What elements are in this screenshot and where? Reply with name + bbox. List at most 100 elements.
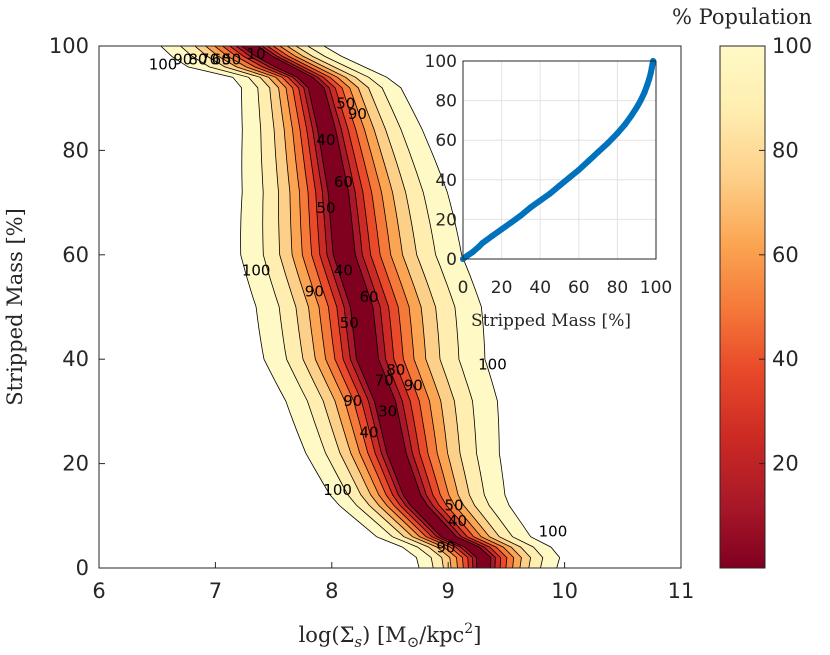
contour-label: 30 <box>378 403 397 421</box>
contour-fill <box>160 46 561 568</box>
contour-label: 100 <box>478 356 507 374</box>
inset-point <box>644 81 651 88</box>
inset-x-axis: 0 20 40 60 80 100 <box>458 278 673 298</box>
contour-label: 90 <box>404 377 423 395</box>
contour-band-20 <box>240 46 492 568</box>
y-tick-label: 40 <box>62 347 89 371</box>
inset-point <box>469 249 476 256</box>
colorbar-tick-label: 100 <box>772 34 812 58</box>
inset-x-tick-label: 100 <box>640 278 672 298</box>
contour-label: 100 <box>539 523 568 541</box>
inset-point <box>463 253 470 260</box>
colorbar-title: % Population <box>672 5 812 29</box>
contour-label: 60 <box>360 288 379 306</box>
xlabel-sub: s <box>354 633 362 651</box>
inset-point <box>633 104 640 111</box>
inset-point <box>517 212 524 219</box>
inset-point <box>614 130 621 137</box>
x-tick-label: 6 <box>92 579 105 603</box>
y-axis: 0 20 40 60 80 100 <box>49 34 105 580</box>
inset-point <box>475 244 482 251</box>
inset-point <box>627 113 634 120</box>
contour-label: 70 <box>200 50 219 68</box>
xlabel-sup: 2 <box>464 621 473 637</box>
colorbar-tick-label: 60 <box>772 243 799 267</box>
inset-point <box>488 233 495 240</box>
contour-label: 90 <box>343 392 362 410</box>
inset-plot: 0 20 40 60 80 100 0 20 40 60 80 100 Stripped Mass … <box>425 52 673 331</box>
xlabel-sun: ⊙ <box>407 633 420 651</box>
inset-point <box>537 197 544 204</box>
inset-point <box>527 204 534 211</box>
x-tick-label: 8 <box>325 579 338 603</box>
colorbar-ticks: 20 40 60 80 100 <box>759 34 812 476</box>
contour-label: 50 <box>222 50 241 68</box>
y-tick-label: 60 <box>62 243 89 267</box>
inset-point <box>622 121 629 128</box>
contour-label: 90 <box>348 105 367 123</box>
inset-y-tick-label: 80 <box>435 92 457 112</box>
inset-x-tick-label: 40 <box>529 278 551 298</box>
inset-point <box>479 240 486 247</box>
inset-x-tick-label: 20 <box>491 278 513 298</box>
inset-x-tick-label: 0 <box>458 278 469 298</box>
inset-x-tick-label: 60 <box>568 278 590 298</box>
contour-label: 100 <box>323 481 352 499</box>
inset-point <box>585 157 592 164</box>
x-tick-label: 10 <box>551 579 578 603</box>
inset-point <box>498 226 505 233</box>
y-tick-label: 100 <box>49 34 89 58</box>
y-tick-label: 80 <box>62 138 89 162</box>
x-tick-label: 11 <box>668 579 695 603</box>
inset-frame <box>462 60 657 260</box>
contour-label: 50 <box>444 497 463 515</box>
inset-x-axis-label: Stripped Mass [%] <box>471 311 631 331</box>
contour-label: 80 <box>386 361 405 379</box>
contour-label: 40 <box>334 262 353 280</box>
contour-label: 50 <box>316 199 335 217</box>
contour-label: 40 <box>448 512 467 530</box>
xlabel-part-b: ) [M <box>362 623 407 647</box>
inset-point <box>637 97 644 104</box>
inset-point <box>566 174 573 181</box>
colorbar-tick-label: 40 <box>772 347 799 371</box>
colorbar: 20 40 60 80 100 % Population <box>672 5 812 569</box>
inset-point <box>508 219 515 226</box>
inset-point <box>575 166 582 173</box>
contour-label: 70 <box>375 371 394 389</box>
inset-x-tick-label: 80 <box>607 278 629 298</box>
inset-point <box>641 89 648 96</box>
inset-y-tick-label: 60 <box>435 131 457 151</box>
x-axis-label: log(Σs) [M⊙/kpc2] <box>299 621 482 651</box>
contour-label: 100 <box>149 55 178 73</box>
xlabel-part-d: ] <box>473 623 481 647</box>
inset-background <box>463 61 656 259</box>
x-axis: 6 7 8 9 10 11 <box>92 562 694 603</box>
contour-label: 90 <box>305 283 324 301</box>
colorbar-gradient <box>719 45 766 569</box>
inset-y-tick-label: 100 <box>425 52 457 72</box>
contour-label: 100 <box>242 262 271 280</box>
contour-label: 60 <box>212 50 231 68</box>
inset-y-axis: 0 20 40 60 80 100 <box>425 52 457 270</box>
xlabel-part-c: /kpc <box>419 623 464 647</box>
inset-y-tick-label: 0 <box>446 250 457 270</box>
x-tick-label: 7 <box>209 579 222 603</box>
x-tick-label: 9 <box>442 579 455 603</box>
inset-y-tick-label: 20 <box>435 210 457 230</box>
contour-label: 90 <box>436 538 455 556</box>
contour-label: 80 <box>188 50 207 68</box>
y-tick-label: 0 <box>76 556 89 580</box>
colorbar-tick-label: 80 <box>772 138 799 162</box>
inset-point <box>546 190 553 197</box>
inset-point <box>604 140 611 147</box>
contour-label: 50 <box>340 314 359 332</box>
inset-point <box>556 182 563 189</box>
contour-label: 60 <box>334 173 353 191</box>
inset-point <box>647 69 654 76</box>
inset-point <box>646 75 653 82</box>
contour-label: 10 <box>247 45 266 63</box>
contour-label: 90 <box>173 50 192 68</box>
